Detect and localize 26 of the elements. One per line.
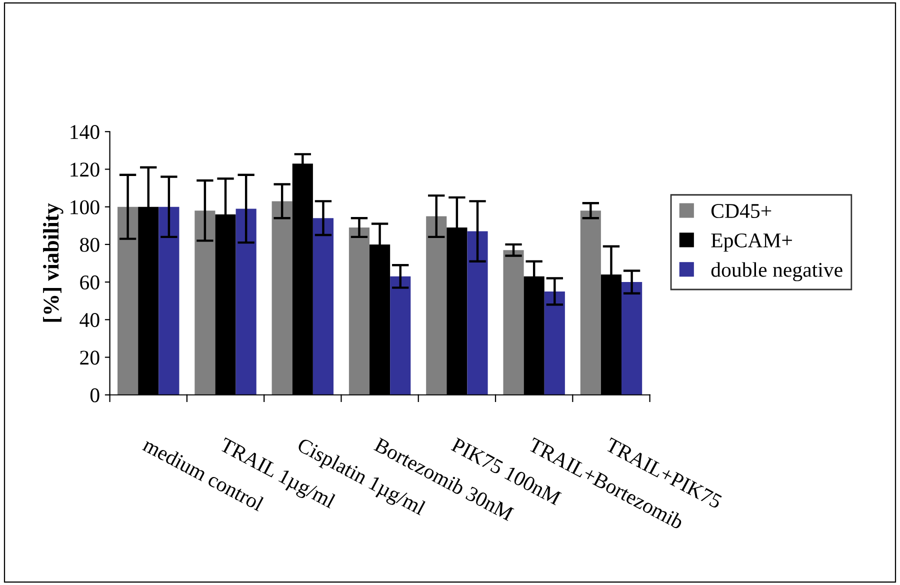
bar [194, 210, 216, 395]
bar [236, 208, 256, 395]
y-axis-title: [%] viability [43, 203, 64, 322]
legend-label: CD45+ [711, 204, 772, 218]
y-tick-label: 140 [70, 125, 100, 140]
legend-label: EpCAM+ [711, 233, 792, 252]
bar [118, 206, 138, 395]
bar [467, 231, 488, 395]
y-tick-label: 40 [80, 313, 100, 328]
legend-label: double negative [711, 262, 842, 282]
bar [312, 218, 334, 395]
y-tick-label: 100 [70, 200, 100, 214]
y-tick-label: 20 [80, 350, 100, 365]
bar [272, 201, 292, 395]
bar [390, 276, 411, 395]
bar [580, 210, 601, 395]
bar [622, 282, 642, 395]
y-tick-label: 120 [70, 162, 100, 177]
y-tick-label: 0 [90, 388, 100, 402]
bar [348, 228, 370, 395]
bar [503, 250, 524, 395]
bar [158, 206, 180, 395]
bar [544, 291, 565, 395]
bar [426, 216, 447, 395]
y-tick-label: 80 [80, 238, 100, 252]
y-tick-label: 60 [80, 275, 100, 290]
